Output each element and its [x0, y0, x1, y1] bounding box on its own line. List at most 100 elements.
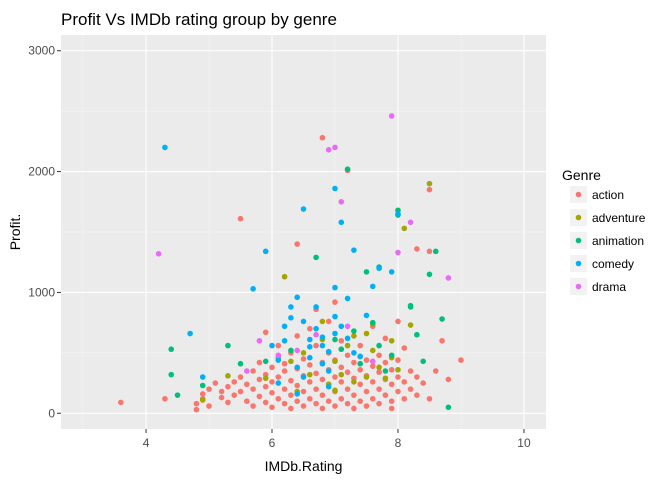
data-point-action: [376, 352, 382, 359]
data-point-action: [414, 246, 420, 252]
data-point-action: [288, 392, 294, 398]
data-point-comedy: [319, 360, 326, 367]
data-point-action: [426, 248, 433, 255]
data-point-comedy: [306, 354, 313, 361]
x-tick-label: 10: [517, 436, 531, 450]
data-point-action: [281, 368, 288, 374]
data-point-action: [363, 388, 370, 395]
data-point-action: [118, 399, 124, 406]
data-point-drama: [344, 323, 351, 330]
data-point-action: [306, 395, 313, 402]
data-point-adventure: [262, 375, 269, 382]
data-point-action: [256, 359, 263, 366]
data-point-action: [319, 392, 326, 398]
data-point-animation: [332, 336, 338, 343]
data-point-adventure: [363, 330, 370, 337]
data-point-animation: [288, 347, 294, 354]
data-point-comedy: [332, 185, 338, 192]
data-point-action: [363, 403, 370, 409]
data-point-comedy: [332, 330, 338, 337]
data-point-adventure: [199, 397, 206, 403]
data-point-drama: [313, 331, 319, 338]
y-axis-title: Profit.: [7, 214, 23, 251]
data-point-adventure: [344, 342, 351, 349]
data-point-action: [376, 400, 382, 407]
data-point-adventure: [407, 322, 414, 328]
data-point-action: [288, 377, 294, 384]
data-point-drama: [395, 249, 401, 256]
data-point-action: [306, 379, 313, 385]
data-point-animation: [174, 392, 181, 398]
data-point-action: [256, 376, 263, 383]
data-point-animation: [237, 360, 244, 367]
data-point-adventure: [332, 358, 338, 365]
data-point-action: [275, 374, 282, 380]
data-point-action: [439, 337, 445, 344]
data-point-action: [344, 352, 351, 359]
data-point-action: [420, 380, 426, 386]
data-point-drama: [445, 275, 452, 281]
data-point-action: [357, 381, 363, 388]
data-point-action: [269, 404, 275, 411]
data-point-drama: [244, 368, 250, 374]
data-point-action: [231, 379, 238, 385]
data-point-animation: [376, 342, 382, 349]
data-point-adventure: [332, 387, 338, 394]
data-point-action: [281, 400, 288, 407]
data-point-adventure: [338, 371, 345, 378]
data-point-action: [212, 380, 219, 386]
data-point-action: [369, 379, 376, 385]
data-point-action: [351, 359, 357, 366]
data-point-comedy: [281, 323, 288, 330]
data-point-action: [218, 388, 225, 395]
data-point-adventure: [319, 318, 326, 325]
y-axis: 0 1000 2000 3000: [28, 44, 61, 420]
data-point-adventure: [376, 364, 382, 371]
data-point-comedy: [306, 344, 313, 350]
data-point-drama: [332, 144, 338, 151]
data-point-adventure: [300, 350, 307, 356]
data-point-action: [294, 382, 301, 389]
data-point-comedy: [357, 353, 363, 360]
data-point-animation: [388, 352, 395, 359]
data-point-comedy: [281, 337, 288, 344]
data-point-comedy: [369, 283, 376, 290]
data-point-animation: [382, 368, 389, 374]
data-point-comedy: [395, 211, 401, 217]
data-point-action: [338, 395, 345, 402]
legend: Genre action adventure animation comedy dram…: [562, 167, 646, 295]
legend-label-action: action: [592, 188, 624, 202]
x-axis: 4 6 8 10: [143, 429, 531, 450]
data-point-comedy: [199, 374, 206, 380]
data-point-action: [275, 342, 282, 349]
data-point-animation: [199, 382, 206, 389]
data-point-action: [262, 329, 269, 336]
data-point-comedy: [313, 325, 319, 332]
legend-label-adventure: adventure: [592, 211, 646, 225]
grid-major: [61, 35, 546, 429]
data-point-action: [376, 386, 382, 392]
data-point-action: [294, 333, 301, 339]
data-point-action: [401, 379, 408, 385]
data-point-adventure: [401, 225, 408, 232]
data-point-action: [237, 215, 244, 222]
data-point-action: [250, 403, 256, 409]
data-point-action: [363, 357, 370, 363]
data-point-comedy: [351, 350, 357, 356]
data-point-action: [369, 363, 376, 369]
data-point-action: [225, 399, 231, 406]
data-point-comedy: [162, 144, 168, 151]
data-point-drama: [325, 147, 332, 153]
data-point-adventure: [426, 180, 433, 187]
data-point-action: [357, 342, 363, 349]
data-point-animation: [363, 269, 370, 275]
data-point-action: [225, 383, 231, 390]
data-point-action: [426, 186, 433, 193]
data-point-action: [338, 337, 345, 344]
data-point-action: [388, 398, 395, 405]
data-point-action: [332, 299, 338, 305]
data-point-drama: [294, 347, 301, 354]
data-point-action: [269, 364, 275, 371]
data-point-action: [306, 362, 313, 368]
